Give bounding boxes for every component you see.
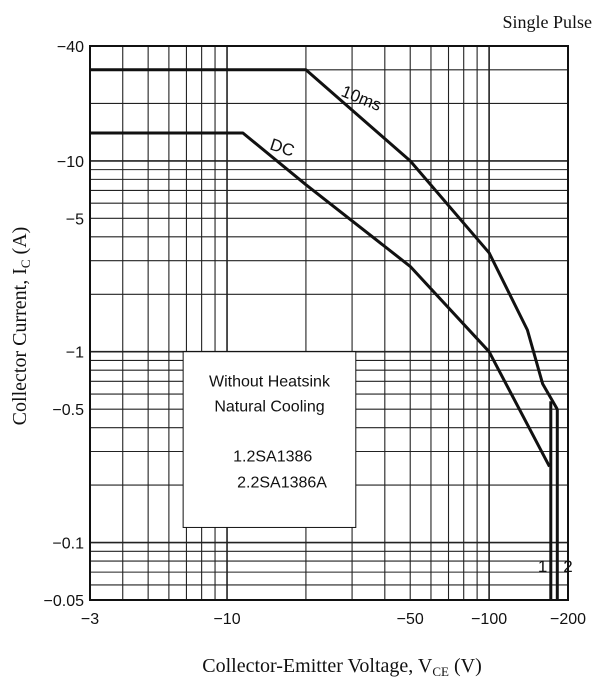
y-tick-label: −0.05: [44, 593, 85, 610]
y-axis-label-main: Collector Current, I: [9, 268, 31, 425]
y-tick-label: −1: [66, 345, 84, 362]
annotation-line-cooling: Natural Cooling: [214, 399, 324, 416]
annotation-line-heatsink: Without Heatsink: [209, 374, 331, 391]
y-tick-label: −5: [66, 211, 84, 228]
chart-title: Single Pulse: [502, 12, 592, 32]
y-tick-label: −0.1: [52, 536, 84, 553]
annotation-box-background: [182, 351, 357, 528]
series-line-DC: [90, 131, 551, 468]
y-axis-label-subscript: C: [18, 259, 33, 268]
x-tick-label: −3: [81, 611, 99, 628]
x-axis-label-unit: (V): [449, 655, 482, 677]
series-line-10ms: [90, 68, 559, 410]
annotation-box: Without Heatsink Natural Cooling 1.2SA13…: [182, 351, 357, 528]
x-axis-label-main: Collector-Emitter Voltage, V: [202, 655, 433, 677]
x-tick-label: −200: [550, 611, 586, 628]
curves: [90, 68, 559, 600]
annotation-line-part-1: 1.2SA1386: [233, 449, 312, 466]
plot-frame: [89, 45, 569, 601]
y-tick-labels: −40 −10 −5 −1 −0.5 −0.1 −0.05: [44, 39, 85, 610]
x-tick-labels: −3 −10 −50 −100 −200: [81, 611, 586, 628]
series-label-2: 2: [563, 557, 572, 576]
x-axis-label-subscript: CE: [432, 664, 449, 679]
x-tick-label: −100: [471, 611, 507, 628]
x-axis-label: Collector-Emitter Voltage, VCE (V): [202, 655, 482, 679]
series-label-10ms: 10ms: [339, 82, 385, 115]
series-label-1: 1: [538, 557, 547, 576]
y-tick-label: −0.5: [52, 402, 84, 419]
x-tick-label: −10: [213, 611, 240, 628]
y-axis-label-unit: (A): [9, 227, 31, 260]
y-axis-label: Collector Current, IC (A): [9, 227, 33, 426]
y-tick-label: −40: [57, 39, 84, 56]
x-tick-label: −50: [397, 611, 424, 628]
y-tick-label: −10: [57, 154, 84, 171]
annotation-line-part-2: 2.2SA1386A: [237, 475, 327, 492]
